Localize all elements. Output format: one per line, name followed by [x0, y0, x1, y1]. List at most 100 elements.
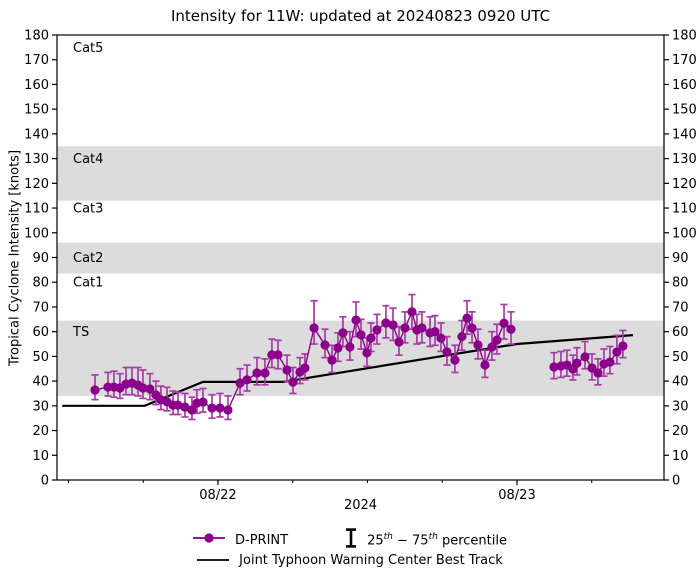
dprint-point [273, 350, 283, 360]
x-tick-label: 08/23 [498, 488, 535, 503]
dprint-point [430, 327, 440, 337]
y-tick-label-right: 30 [672, 399, 689, 414]
y-tick-label-left: 140 [24, 127, 49, 142]
y-tick-label-left: 70 [32, 300, 49, 315]
y-tick-label-right: 70 [672, 300, 689, 315]
dprint-point [436, 333, 446, 343]
dprint-point [394, 337, 404, 347]
y-tick-label-left: 120 [24, 177, 49, 192]
y-tick-label-right: 10 [672, 449, 689, 464]
dprint-point [288, 377, 298, 387]
dprint-point [593, 368, 603, 378]
zone-label-cat2: Cat2 [73, 251, 103, 266]
y-tick-label-right: 150 [672, 103, 697, 118]
y-tick-label-right: 80 [672, 276, 689, 291]
dprint-point [138, 383, 148, 393]
dprint-point [198, 397, 208, 407]
dprint-point [388, 320, 398, 330]
dprint-point [320, 340, 330, 350]
dprint-point [618, 341, 628, 351]
x-axis-year-label: 2024 [343, 498, 378, 513]
zone-label-cat3: Cat3 [73, 202, 103, 217]
dprint-point [180, 402, 190, 412]
y-tick-label-right: 100 [672, 226, 697, 241]
dprint-point [351, 315, 361, 325]
category-band-cat2 [57, 242, 664, 274]
dprint-point [499, 318, 509, 328]
dprint-point [242, 375, 252, 385]
dprint-point [90, 385, 100, 395]
y-tick-label-left: 20 [32, 424, 49, 439]
y-tick-label-left: 130 [24, 152, 49, 167]
dprint-point [580, 352, 590, 362]
y-tick-label-left: 40 [32, 375, 49, 390]
dprint-point [282, 365, 292, 375]
dprint-point [480, 360, 490, 370]
dprint-point [309, 323, 319, 333]
zone-label-cat1: Cat1 [73, 276, 103, 291]
dprint-point [487, 342, 497, 352]
x-tick-label: 08/22 [199, 488, 236, 503]
y-tick-label-right: 50 [672, 350, 689, 365]
dprint-point [345, 342, 355, 352]
dprint-point [605, 357, 615, 367]
dprint-point [407, 307, 417, 317]
dprint-point [400, 323, 410, 333]
dprint-point [223, 405, 233, 415]
y-tick-label-right: 110 [672, 202, 697, 217]
y-tick-label-left: 80 [32, 276, 49, 291]
y-tick-label-left: 10 [32, 449, 49, 464]
legend-percentile-label: 25th − 75th percentile [367, 531, 507, 549]
dprint-point [300, 363, 310, 373]
dprint-point [333, 343, 343, 353]
dprint-point [549, 362, 559, 372]
y-tick-label-right: 140 [672, 127, 697, 142]
legend-row-best-track: Joint Typhoon Warning Center Best Track [0, 553, 699, 568]
dprint-point [235, 378, 245, 388]
dprint-point [612, 347, 622, 357]
y-tick-label-left: 180 [24, 29, 49, 44]
dprint-point [492, 335, 502, 345]
y-tick-label-right: 40 [672, 375, 689, 390]
y-tick-label-right: 170 [672, 53, 697, 68]
dprint-point [215, 403, 225, 413]
dprint-point [366, 333, 376, 343]
dprint-point [327, 355, 337, 365]
y-tick-label-right: 120 [672, 177, 697, 192]
dprint-point [372, 325, 382, 335]
best-track-legend-line-icon [196, 553, 230, 568]
zone-label-ts: TS [72, 325, 89, 340]
y-tick-label-left: 50 [32, 350, 49, 365]
dprint-point [450, 355, 460, 365]
y-tick-label-left: 110 [24, 202, 49, 217]
y-tick-label-right: 180 [672, 29, 697, 44]
dprint-legend-marker-icon [192, 532, 226, 548]
dprint-point [473, 340, 483, 350]
y-tick-label-left: 30 [32, 399, 49, 414]
y-tick-label-right: 160 [672, 78, 697, 93]
y-tick-label-left: 0 [41, 474, 49, 489]
y-tick-label-left: 170 [24, 53, 49, 68]
y-tick-label-left: 100 [24, 226, 49, 241]
dprint-point [572, 358, 582, 368]
y-tick-label-right: 20 [672, 424, 689, 439]
dprint-point [207, 403, 217, 413]
chart-title: Intensity for 11W: updated at 20240823 0… [170, 7, 551, 25]
legend-best-track-label: Joint Typhoon Warning Center Best Track [239, 553, 503, 568]
zone-label-cat4: Cat4 [73, 152, 103, 167]
dprint-point [462, 313, 472, 323]
category-band-cat4 [57, 146, 664, 201]
dprint-point [417, 323, 427, 333]
y-tick-label-left: 90 [32, 251, 49, 266]
y-tick-label-right: 90 [672, 251, 689, 266]
y-tick-label-left: 160 [24, 78, 49, 93]
dprint-point [338, 328, 348, 338]
dprint-point [362, 348, 372, 358]
dprint-point [145, 384, 155, 394]
dprint-point [442, 347, 452, 357]
zone-label-cat5: Cat5 [73, 41, 103, 56]
dprint-point [173, 400, 183, 410]
dprint-point [381, 318, 391, 328]
